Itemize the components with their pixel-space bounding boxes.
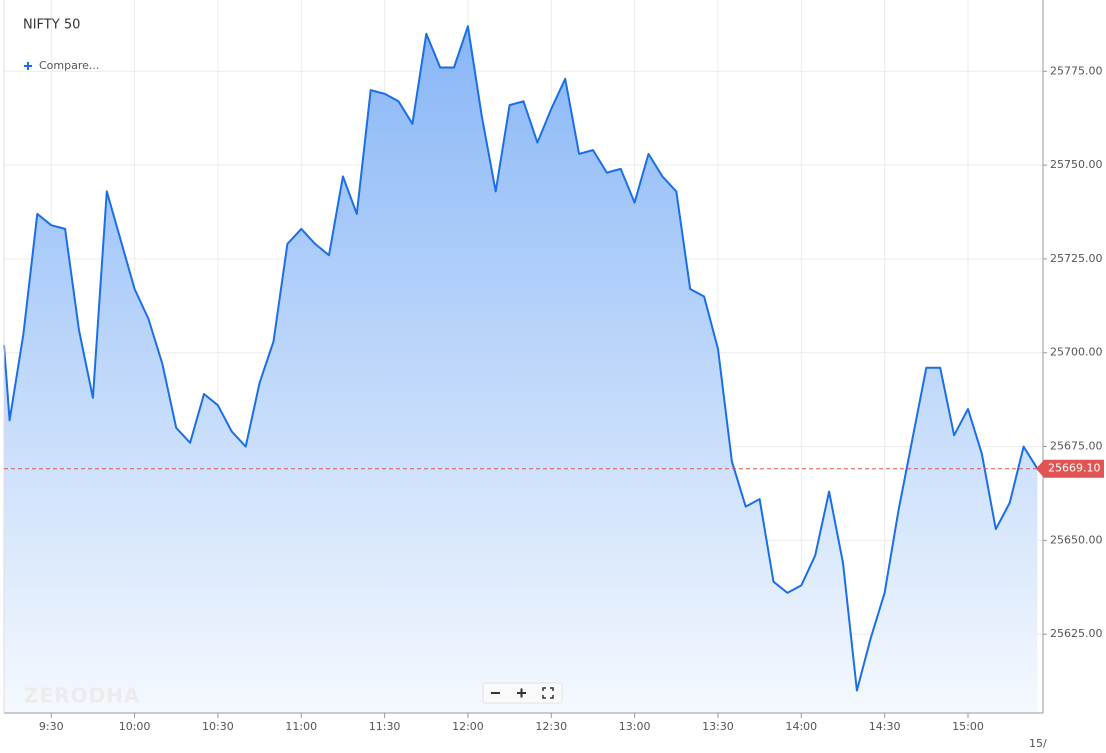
plus-icon bbox=[24, 62, 32, 70]
area-fill bbox=[4, 26, 1038, 714]
x-tick-label: 13:00 bbox=[619, 720, 651, 733]
y-tick-label: 25775.00 bbox=[1050, 64, 1103, 77]
y-tick-label: 25725.00 bbox=[1050, 252, 1103, 265]
x-tick-label: 9:30 bbox=[39, 720, 64, 733]
y-tick-label: 25750.00 bbox=[1050, 158, 1103, 171]
last-price-label: 25669.10 bbox=[1048, 462, 1101, 475]
x-tick-label: 13:30 bbox=[702, 720, 734, 733]
compare-button[interactable]: Compare... bbox=[24, 59, 99, 72]
x-tick-label: 14:00 bbox=[785, 720, 817, 733]
chart-title: NIFTY 50 bbox=[23, 18, 80, 33]
x-tick-label: 12:00 bbox=[452, 720, 484, 733]
date-label: 15/ bbox=[1029, 737, 1047, 750]
y-tick-label: 25625.00 bbox=[1050, 627, 1103, 640]
fullscreen[interactable] bbox=[542, 687, 554, 699]
x-tick-label: 15:00 bbox=[952, 720, 984, 733]
x-tick-label: 11:00 bbox=[285, 720, 317, 733]
compare-label[interactable]: Compare... bbox=[39, 59, 99, 72]
x-tick-label: 10:30 bbox=[202, 720, 234, 733]
y-tick-label: 25675.00 bbox=[1050, 440, 1103, 453]
x-tick-label: 14:30 bbox=[869, 720, 901, 733]
y-tick-label: 25650.00 bbox=[1050, 533, 1103, 546]
x-tick-label: 10:00 bbox=[119, 720, 151, 733]
y-tick-label: 25700.00 bbox=[1050, 346, 1103, 359]
x-tick-label: 11:30 bbox=[369, 720, 401, 733]
watermark: ZERODHA bbox=[24, 684, 140, 708]
price-line bbox=[3, 25, 1039, 692]
zoom-in[interactable] bbox=[517, 688, 526, 698]
x-tick-label: 12:30 bbox=[535, 720, 567, 733]
last-price-badge bbox=[1036, 459, 1104, 478]
zoom-controls bbox=[482, 682, 563, 704]
